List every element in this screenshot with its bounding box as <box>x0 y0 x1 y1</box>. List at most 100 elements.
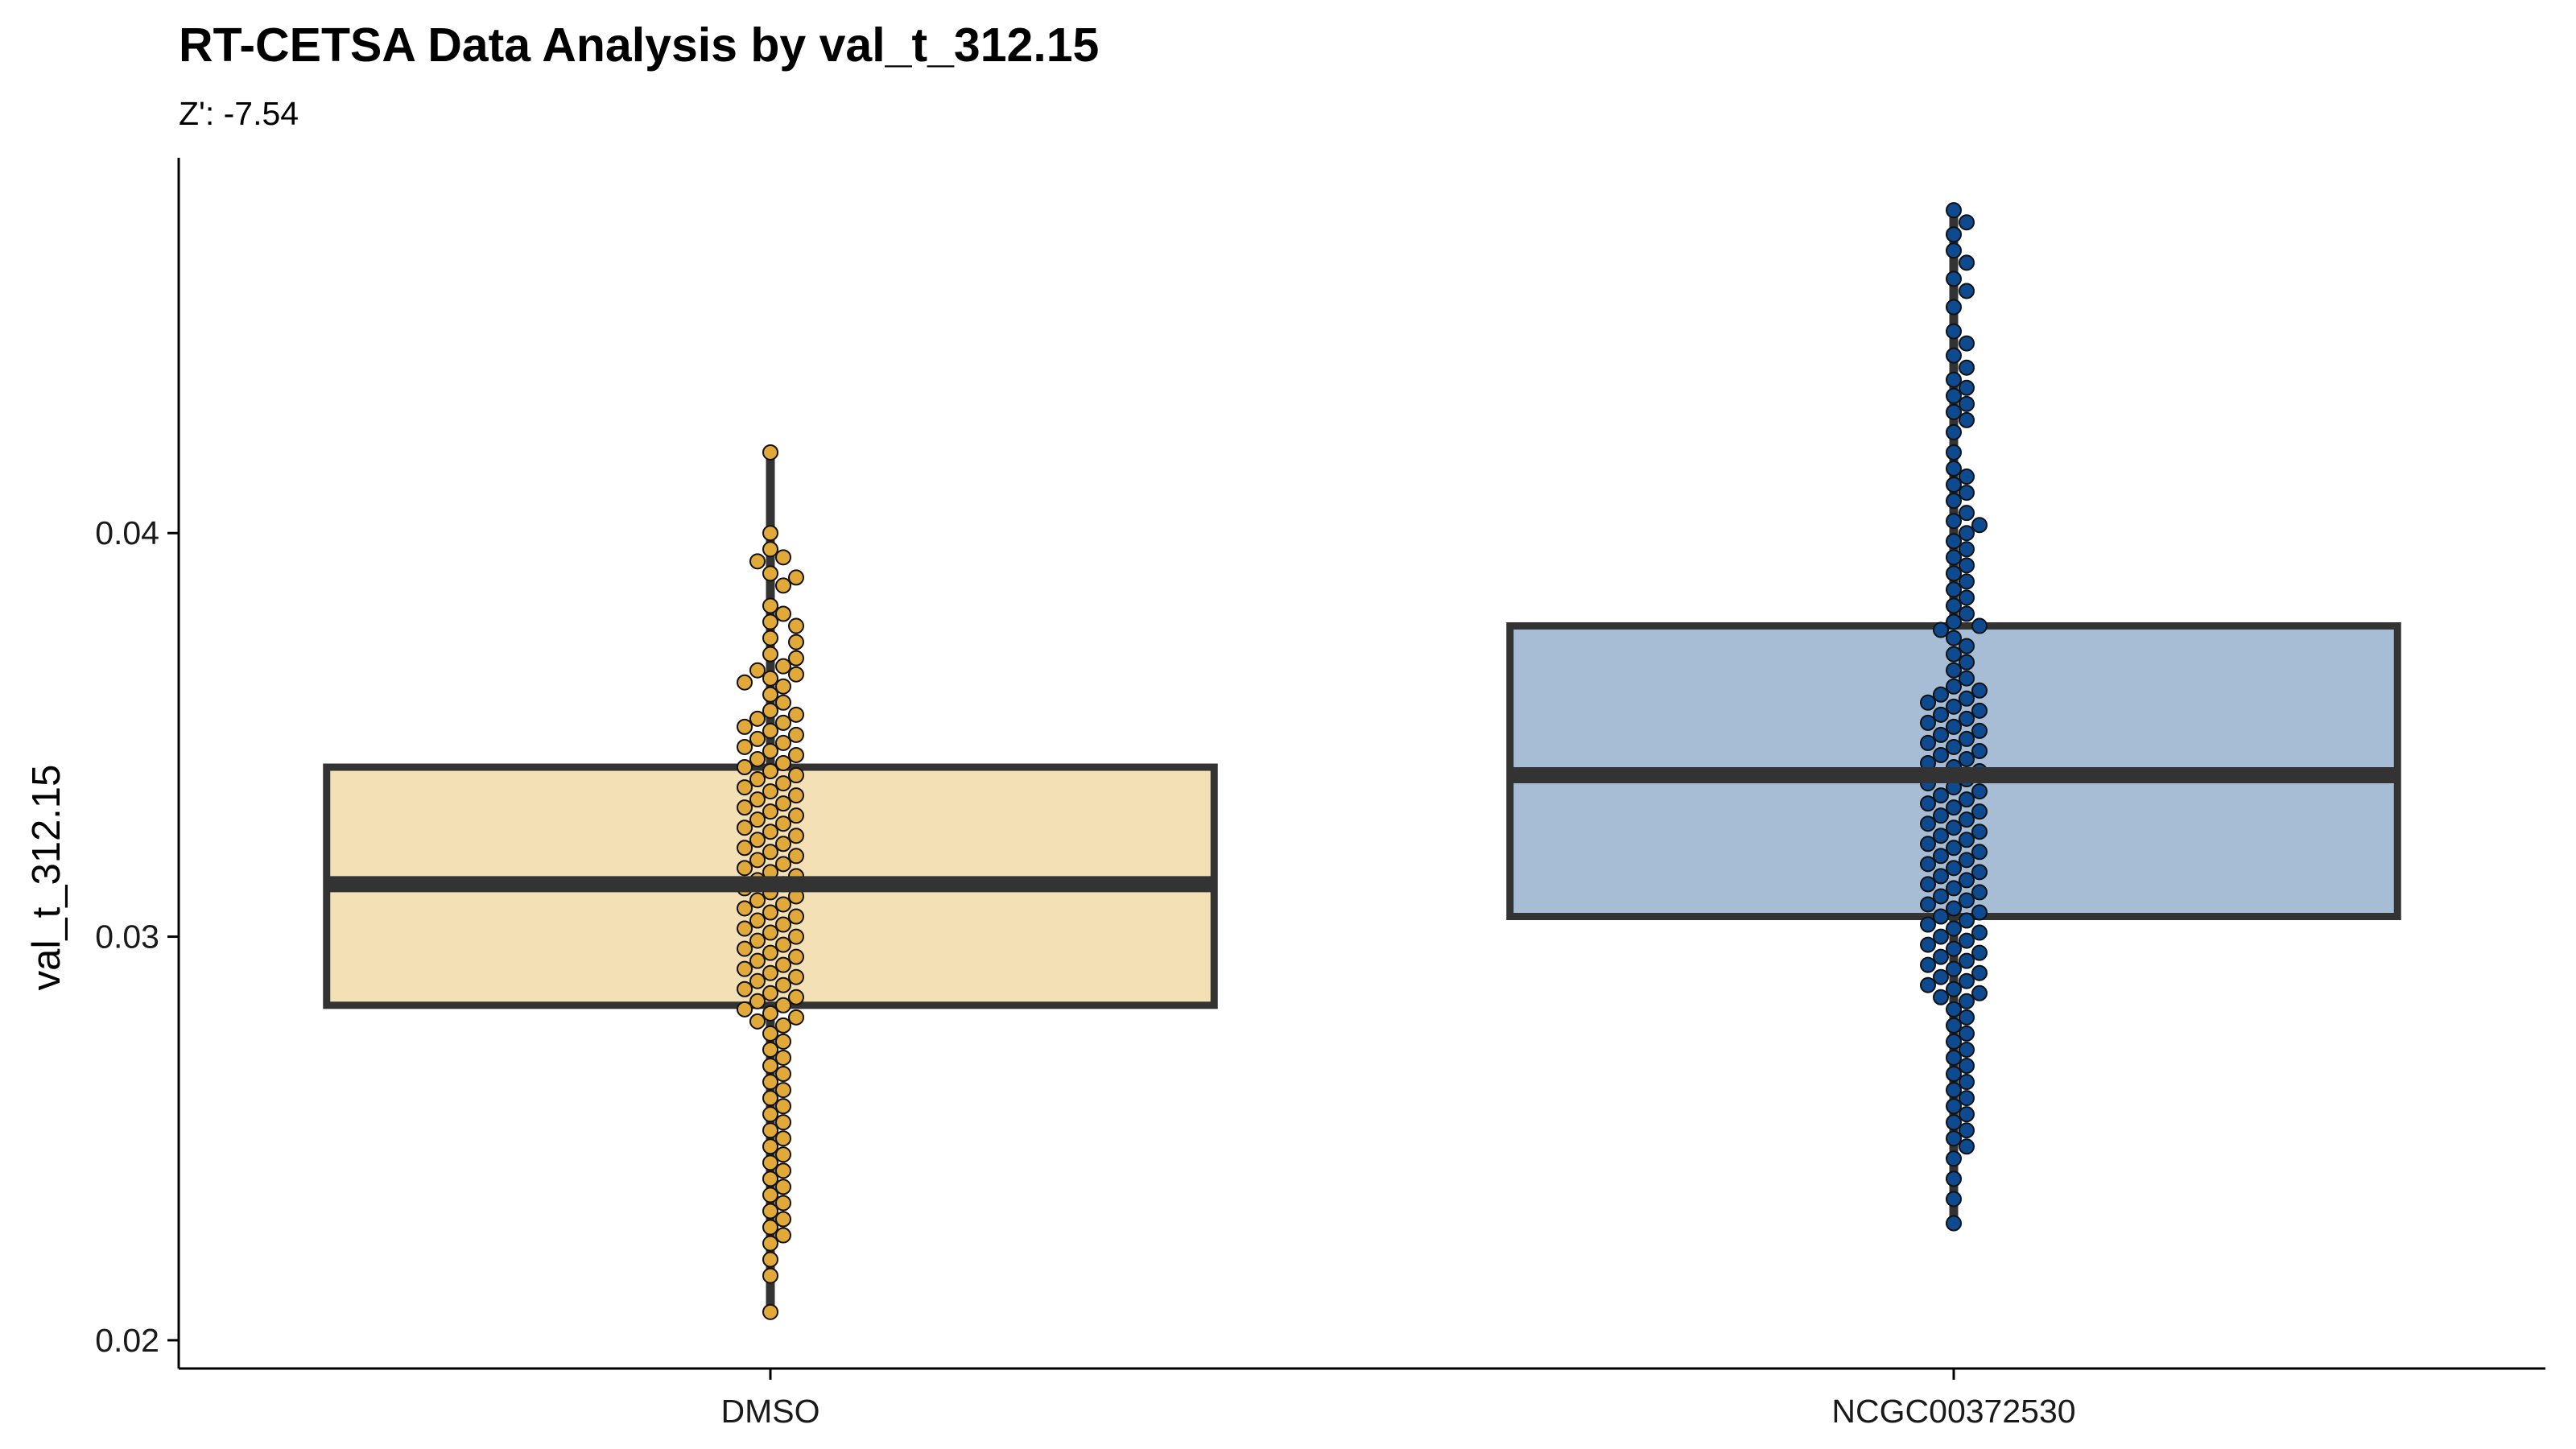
point-DMSO-78 <box>737 920 753 937</box>
point-DMSO-15 <box>788 650 804 667</box>
point-NCGC00372530-117 <box>1920 956 1936 973</box>
point-DMSO-132 <box>762 1303 778 1320</box>
point-NCGC00372530-31 <box>1946 549 1962 566</box>
point-DMSO-42 <box>775 775 791 792</box>
point-DMSO-63 <box>737 860 753 877</box>
point-DMSO-86 <box>749 952 766 969</box>
point-DMSO-116 <box>775 1130 791 1147</box>
point-DMSO-101 <box>749 1013 766 1030</box>
point-DMSO-103 <box>762 1025 778 1042</box>
point-NCGC00372530-66 <box>1959 750 1975 767</box>
point-DMSO-40 <box>788 767 804 784</box>
point-DMSO-94 <box>762 985 778 1001</box>
point-DMSO-9 <box>775 605 791 622</box>
point-DMSO-52 <box>775 815 791 832</box>
point-DMSO-91 <box>749 972 766 989</box>
point-NCGC00372530-125 <box>1933 989 1949 1005</box>
point-NCGC00372530-6 <box>1959 283 1975 299</box>
point-DMSO-97 <box>775 997 791 1013</box>
point-DMSO-23 <box>775 694 791 711</box>
point-NCGC00372530-83 <box>1946 819 1962 836</box>
point-NCGC00372530-50 <box>1933 686 1949 703</box>
point-NCGC00372530-122 <box>1920 976 1936 993</box>
point-DMSO-5 <box>762 565 778 582</box>
point-NCGC00372530-78 <box>1946 799 1962 816</box>
point-DMSO-31 <box>749 730 766 747</box>
point-NCGC00372530-35 <box>1946 581 1962 598</box>
point-NCGC00372530-38 <box>1959 605 1975 622</box>
point-NCGC00372530-81 <box>1959 811 1975 828</box>
point-NCGC00372530-135 <box>1946 1066 1962 1083</box>
point-NCGC00372530-97 <box>1920 876 1936 893</box>
point-DMSO-27 <box>775 714 791 731</box>
point-NCGC00372530-43 <box>1959 638 1975 654</box>
point-DMSO-12 <box>762 630 778 646</box>
point-NCGC00372530-57 <box>1920 714 1936 731</box>
point-DMSO-121 <box>762 1170 778 1187</box>
point-NCGC00372530-15 <box>1959 395 1975 412</box>
point-NCGC00372530-104 <box>1971 904 1988 921</box>
point-NCGC00372530-53 <box>1946 698 1962 715</box>
point-NCGC00372530-146 <box>1946 1170 1962 1187</box>
point-NCGC00372530-137 <box>1946 1082 1962 1099</box>
point-NCGC00372530-130 <box>1959 1025 1975 1042</box>
point-DMSO-77 <box>775 916 791 933</box>
point-DMSO-29 <box>762 722 778 739</box>
point-NCGC00372530-98 <box>1946 880 1962 897</box>
point-DMSO-3 <box>775 549 791 566</box>
point-DMSO-45 <box>788 787 804 804</box>
point-DMSO-128 <box>775 1227 791 1244</box>
point-DMSO-58 <box>737 840 753 857</box>
point-NCGC00372530-34 <box>1959 573 1975 590</box>
point-DMSO-21 <box>775 678 791 695</box>
point-NCGC00372530-12 <box>1946 371 1962 388</box>
point-NCGC00372530-64 <box>1971 742 1988 759</box>
point-NCGC00372530-60 <box>1933 726 1949 743</box>
point-NCGC00372530-76 <box>1959 791 1975 808</box>
point-NCGC00372530-75 <box>1933 787 1949 804</box>
point-DMSO-102 <box>775 1017 791 1034</box>
point-NCGC00372530-52 <box>1920 694 1936 711</box>
y-tick-label: 0.04 <box>95 514 159 551</box>
point-DMSO-122 <box>775 1179 791 1195</box>
point-DMSO-57 <box>775 836 791 852</box>
point-NCGC00372530-88 <box>1946 840 1962 857</box>
point-DMSO-35 <box>788 746 804 763</box>
point-NCGC00372530-30 <box>1959 541 1975 558</box>
y-tick-label: 0.02 <box>95 1322 159 1359</box>
point-NCGC00372530-87 <box>1920 836 1936 852</box>
point-NCGC00372530-145 <box>1946 1150 1962 1167</box>
point-DMSO-81 <box>749 932 766 949</box>
point-NCGC00372530-82 <box>1920 815 1936 832</box>
point-DMSO-130 <box>762 1251 778 1268</box>
point-NCGC00372530-19 <box>1946 444 1962 460</box>
point-NCGC00372530-9 <box>1959 335 1975 352</box>
point-DMSO-54 <box>762 824 778 840</box>
point-NCGC00372530-11 <box>1959 359 1975 376</box>
point-DMSO-49 <box>762 803 778 820</box>
point-NCGC00372530-139 <box>1946 1098 1962 1115</box>
point-NCGC00372530-25 <box>1959 505 1975 522</box>
point-DMSO-109 <box>762 1074 778 1091</box>
point-NCGC00372530-28 <box>1959 525 1975 542</box>
point-DMSO-131 <box>762 1267 778 1284</box>
point-NCGC00372530-115 <box>1933 948 1949 965</box>
point-DMSO-88 <box>737 960 753 977</box>
point-NCGC00372530-41 <box>1933 621 1949 638</box>
point-NCGC00372530-116 <box>1959 952 1975 969</box>
point-DMSO-74 <box>762 904 778 921</box>
point-NCGC00372530-133 <box>1946 1049 1962 1066</box>
point-NCGC00372530-100 <box>1933 888 1949 905</box>
chart-subtitle: Z': -7.54 <box>179 95 299 132</box>
point-NCGC00372530-40 <box>1971 617 1988 634</box>
point-NCGC00372530-80 <box>1933 807 1949 824</box>
point-DMSO-13 <box>788 634 804 650</box>
point-DMSO-6 <box>788 569 804 586</box>
point-DMSO-8 <box>762 597 778 614</box>
point-NCGC00372530-77 <box>1920 795 1936 812</box>
point-NCGC00372530-112 <box>1920 936 1936 953</box>
point-NCGC00372530-59 <box>1971 722 1988 739</box>
point-DMSO-111 <box>762 1090 778 1107</box>
point-NCGC00372530-123 <box>1946 980 1962 997</box>
